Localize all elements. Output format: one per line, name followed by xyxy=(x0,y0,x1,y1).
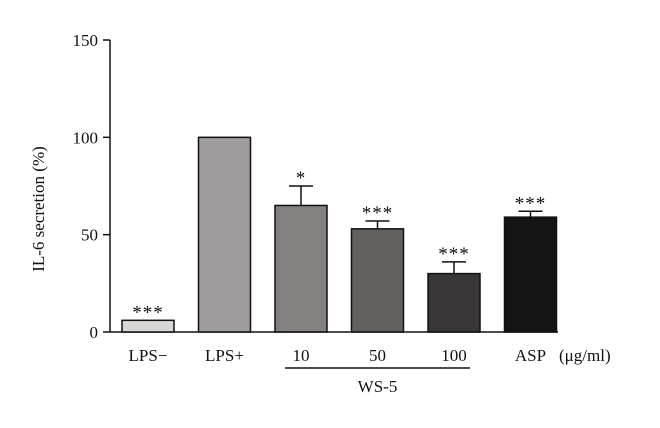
y-ticks: 0 50 100 150 xyxy=(73,31,110,342)
bar xyxy=(197,136,252,333)
y-tick-label: 100 xyxy=(73,128,99,147)
bar xyxy=(503,216,558,333)
category-label: ASP xyxy=(515,346,546,365)
category-label: LPS+ xyxy=(205,346,244,365)
axes xyxy=(109,40,558,333)
category-label: 50 xyxy=(369,346,386,365)
bars: ************* xyxy=(121,136,558,333)
bar xyxy=(121,319,175,333)
bar xyxy=(350,228,405,333)
bar xyxy=(274,204,328,333)
unit-label: (μg/ml) xyxy=(559,346,611,365)
category-label: 100 xyxy=(441,346,467,365)
significance-marker: *** xyxy=(515,193,547,214)
significance-marker: * xyxy=(296,168,307,189)
y-axis-label: IL-6 secretion (%) xyxy=(29,146,48,272)
y-tick-label: 0 xyxy=(90,323,99,342)
significance-marker: *** xyxy=(362,203,394,224)
group-label: WS-5 xyxy=(358,377,398,396)
y-tick-label: 50 xyxy=(81,226,98,245)
y-tick-label: 150 xyxy=(73,31,99,50)
category-label: LPS− xyxy=(129,346,168,365)
bar xyxy=(427,272,481,333)
category-label: 10 xyxy=(293,346,310,365)
significance-marker: *** xyxy=(132,302,164,323)
significance-marker: *** xyxy=(438,244,470,265)
category-labels: LPS− LPS+ 10 50 100 ASP xyxy=(129,346,547,365)
